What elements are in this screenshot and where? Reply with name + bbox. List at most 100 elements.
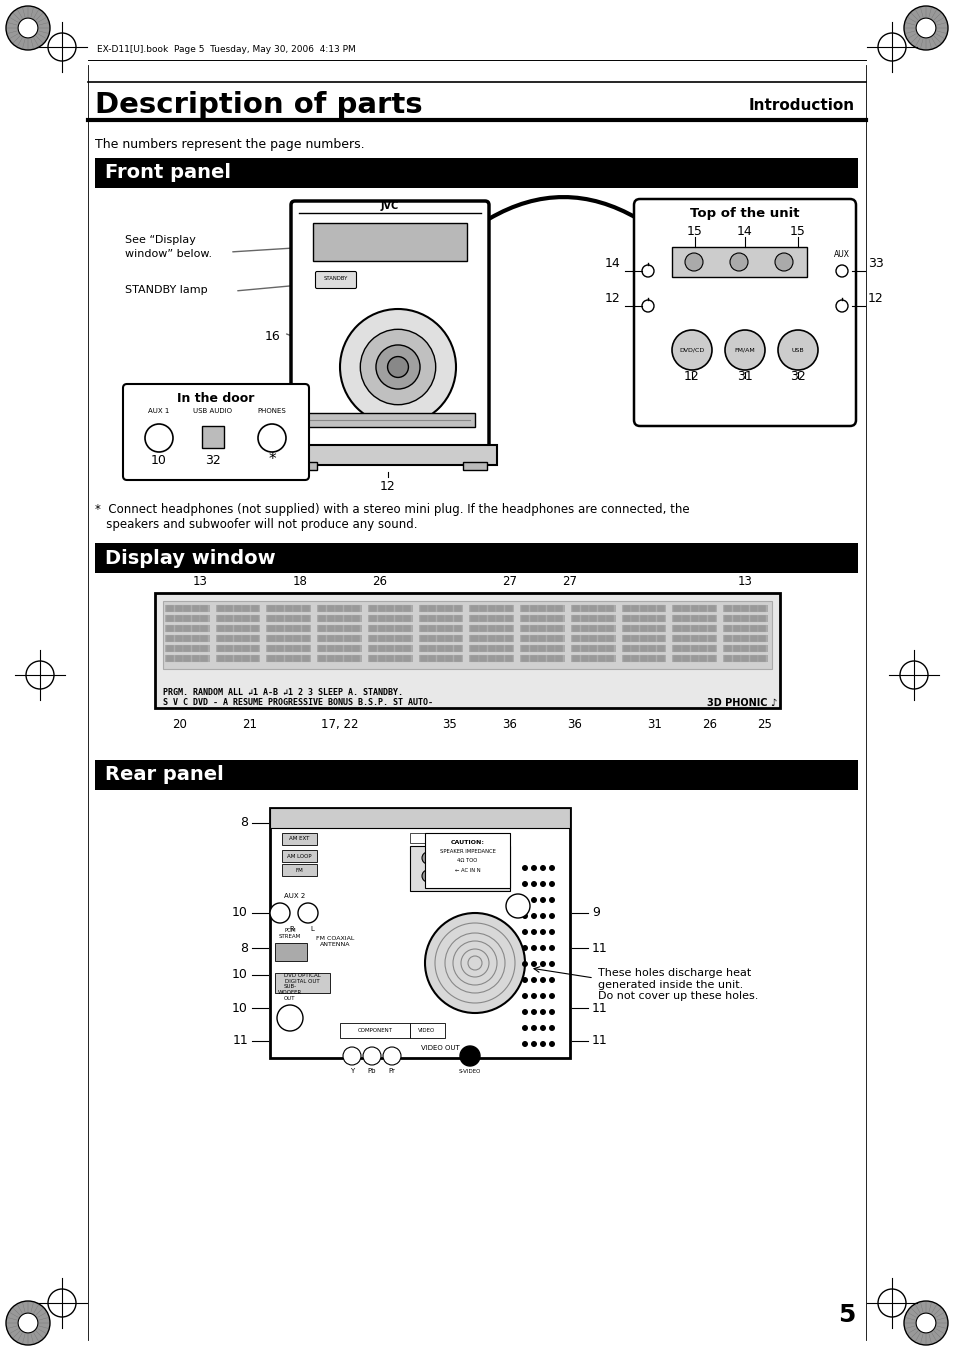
Bar	[469, 644, 514, 653]
Bar	[631, 615, 639, 621]
Bar	[395, 644, 402, 653]
Bar	[267, 615, 275, 621]
Bar	[648, 605, 656, 612]
Bar	[546, 655, 555, 662]
Bar	[504, 644, 512, 653]
Bar	[428, 635, 436, 642]
Bar	[275, 605, 284, 612]
Bar	[673, 635, 680, 642]
Bar	[537, 635, 546, 642]
Text: 26: 26	[372, 576, 387, 588]
Circle shape	[684, 253, 702, 272]
Bar	[622, 605, 630, 612]
Bar	[166, 626, 173, 632]
Bar	[274, 943, 307, 961]
Text: 10: 10	[232, 969, 248, 981]
Bar	[343, 626, 352, 632]
Text: 11: 11	[592, 1001, 607, 1015]
Bar	[317, 615, 361, 621]
Circle shape	[548, 913, 555, 919]
Bar	[469, 655, 514, 662]
Bar	[605, 644, 614, 653]
Bar	[301, 605, 310, 612]
FancyBboxPatch shape	[123, 384, 309, 480]
Bar	[699, 626, 706, 632]
Bar	[529, 644, 537, 653]
Bar	[301, 626, 310, 632]
Bar	[163, 601, 771, 669]
Bar	[270, 808, 569, 828]
Bar	[732, 615, 740, 621]
Bar	[622, 626, 630, 632]
Bar	[749, 635, 757, 642]
Bar	[445, 635, 453, 642]
Bar	[343, 655, 352, 662]
Bar	[597, 626, 605, 632]
Circle shape	[145, 424, 172, 453]
Circle shape	[548, 865, 555, 871]
Text: 20: 20	[172, 717, 187, 731]
Bar	[251, 605, 258, 612]
Bar	[470, 655, 478, 662]
Bar	[317, 626, 361, 632]
Bar	[571, 605, 615, 612]
Bar	[672, 605, 717, 612]
Text: USB: USB	[791, 347, 803, 353]
Bar	[605, 605, 614, 612]
Bar	[436, 626, 444, 632]
Bar	[274, 973, 330, 993]
Bar	[202, 426, 224, 449]
Bar	[529, 655, 537, 662]
Bar	[225, 655, 233, 662]
Text: 8: 8	[240, 816, 248, 830]
Bar	[572, 655, 579, 662]
Bar	[335, 655, 343, 662]
Circle shape	[459, 1046, 479, 1066]
Circle shape	[539, 929, 545, 935]
Bar	[445, 605, 453, 612]
Bar	[722, 635, 767, 642]
Bar	[418, 655, 463, 662]
Bar	[639, 644, 647, 653]
Bar	[699, 644, 706, 653]
Bar	[673, 626, 680, 632]
Bar	[631, 626, 639, 632]
Bar	[369, 615, 376, 621]
Circle shape	[521, 897, 527, 902]
Bar	[537, 644, 546, 653]
Bar	[454, 626, 461, 632]
Bar	[215, 605, 260, 612]
Bar	[673, 655, 680, 662]
Text: 31: 31	[647, 717, 661, 731]
Bar	[368, 615, 413, 621]
Text: JVC: JVC	[380, 201, 398, 211]
Bar	[284, 635, 293, 642]
Bar	[657, 615, 664, 621]
Bar	[200, 626, 208, 632]
Bar	[487, 626, 496, 632]
FancyBboxPatch shape	[291, 201, 489, 463]
Bar	[445, 644, 453, 653]
Bar	[352, 635, 360, 642]
Bar	[419, 615, 427, 621]
Bar	[589, 635, 597, 642]
Bar	[251, 615, 258, 621]
Bar	[418, 605, 463, 612]
Bar	[165, 605, 210, 612]
Bar	[732, 644, 740, 653]
Bar	[225, 626, 233, 632]
Bar	[454, 635, 461, 642]
Text: ← AC IN N: ← AC IN N	[455, 867, 479, 873]
Text: 13: 13	[737, 576, 752, 588]
Bar	[436, 615, 444, 621]
Bar	[318, 644, 326, 653]
Bar	[251, 655, 258, 662]
Bar	[242, 626, 251, 632]
Circle shape	[531, 881, 537, 888]
Text: VIDEO OUT: VIDEO OUT	[420, 1046, 459, 1051]
Bar	[419, 635, 427, 642]
Circle shape	[531, 929, 537, 935]
Circle shape	[521, 913, 527, 919]
Bar	[327, 605, 335, 612]
Bar	[313, 223, 467, 261]
